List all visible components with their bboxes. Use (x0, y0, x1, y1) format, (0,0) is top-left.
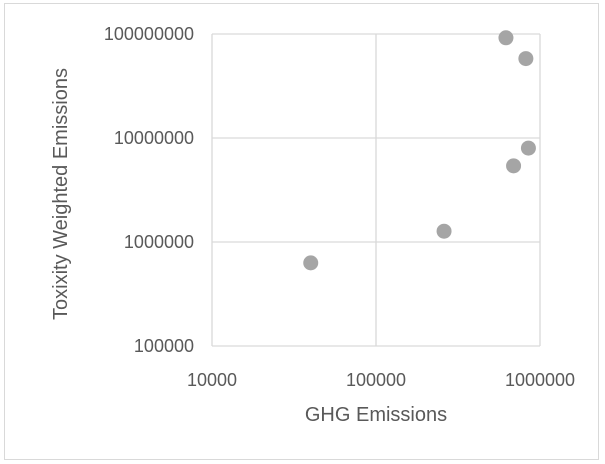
x-tick-label: 10000 (187, 370, 237, 390)
y-tick-label: 1000000 (124, 232, 194, 252)
x-axis-title: GHG Emissions (305, 404, 447, 426)
y-axis-title: Toxixity Weighted Emissions (50, 68, 72, 320)
data-point (498, 30, 514, 46)
tick-labels: 100000000 10000000 1000000 100000 10000 10000… (104, 24, 575, 390)
y-tick-label: 100000000 (104, 24, 194, 44)
data-point (506, 158, 522, 174)
x-tick-label: 100000 (346, 370, 406, 390)
y-tick-label: 10000000 (114, 128, 194, 148)
y-tick-label: 100000 (134, 336, 194, 356)
data-point (303, 255, 319, 271)
x-tick-label: 1000000 (505, 370, 575, 390)
data-point (520, 140, 536, 156)
data-point (436, 223, 452, 239)
data-points (303, 30, 536, 271)
chart-area (4, 3, 599, 460)
data-point (518, 51, 534, 67)
gridlines (211, 33, 541, 347)
